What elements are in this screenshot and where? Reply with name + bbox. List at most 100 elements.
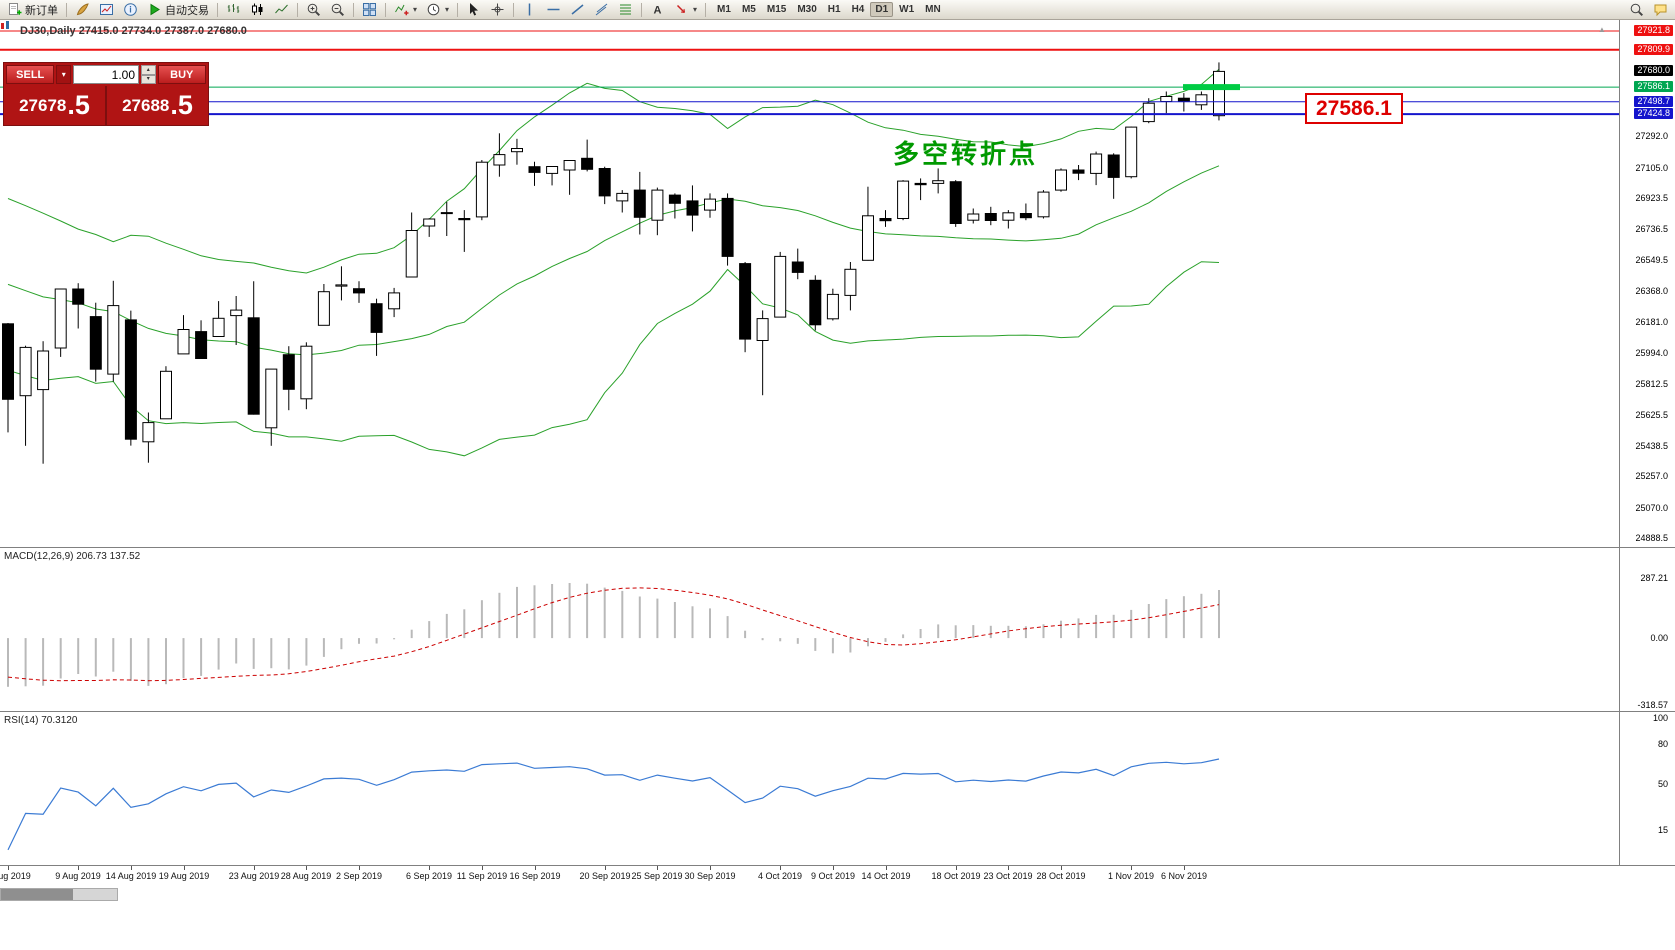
- panel-separator[interactable]: [0, 711, 1675, 712]
- chart-title: DJ30,Daily 27415.0 27734.0 27387.0 27680…: [20, 25, 247, 37]
- volume-dropdown-button[interactable]: ▾: [56, 65, 72, 84]
- price-scale-label: 24888.5: [1635, 533, 1668, 543]
- chat-button[interactable]: [1649, 0, 1672, 19]
- date-tick: [429, 866, 430, 870]
- zoom-out-button[interactable]: [326, 0, 349, 19]
- macd-chart[interactable]: [0, 548, 1620, 711]
- arrows-tool-button[interactable]: ▾: [670, 0, 701, 19]
- date-tick: [8, 866, 9, 870]
- toolbar-separator: [457, 2, 459, 17]
- zoom-in-icon: [307, 3, 321, 17]
- price-scale-label: 25070.0: [1635, 503, 1668, 513]
- info-button[interactable]: i: [119, 0, 142, 19]
- rsi-label: RSI(14) 70.3120: [4, 715, 78, 726]
- sell-button[interactable]: SELL: [6, 65, 55, 84]
- price-scale-label: 25625.5: [1635, 410, 1668, 420]
- date-label: 9 Oct 2019: [810, 871, 856, 881]
- sell-price-main: 27678: [19, 95, 67, 115]
- fibonacci-tool-button[interactable]: [614, 0, 637, 19]
- indicators-button[interactable]: ▾: [390, 0, 421, 19]
- toolbar-separator: [217, 2, 218, 17]
- bar-chart-button[interactable]: [222, 0, 245, 19]
- autotrade-button[interactable]: 自动交易: [143, 0, 213, 19]
- timeframe-button-M15[interactable]: M15: [766, 4, 787, 15]
- one-click-trading-panel: SELL ▾ ▴ ▾ BUY 27678 .5 27688 .5: [3, 62, 209, 126]
- rsi-panel[interactable]: RSI(14) 70.3120 100 80 50 15: [0, 712, 1675, 865]
- horizontal-scrollbar[interactable]: [0, 888, 118, 901]
- timeframe-button-M1[interactable]: M1: [717, 4, 731, 15]
- new-order-label: 新订单: [25, 4, 58, 17]
- quill-icon: [76, 3, 89, 16]
- cursor-tool-button[interactable]: [462, 0, 485, 19]
- date-label: 9 Aug 2019: [55, 871, 101, 881]
- rsi-scale-label: 100: [1652, 713, 1668, 723]
- date-label: 19 Aug 2019: [158, 871, 210, 881]
- search-button[interactable]: [1625, 0, 1648, 19]
- hline-price-tag: 27424.8: [1634, 108, 1673, 119]
- zoom-in-button[interactable]: [302, 0, 325, 19]
- price-scale-label: 25257.0: [1635, 471, 1668, 481]
- date-label: 11 Sep 2019: [456, 871, 508, 881]
- price-scale-label: 25438.5: [1635, 441, 1668, 451]
- tile-windows-button[interactable]: [358, 0, 381, 19]
- timeframe-button-M5[interactable]: M5: [741, 4, 756, 15]
- clock-icon: [427, 3, 440, 16]
- timeframe-button-W1[interactable]: W1: [899, 4, 915, 15]
- channel-tool-button[interactable]: [590, 0, 613, 19]
- volume-input[interactable]: [73, 65, 140, 84]
- fibonacci-icon: [620, 4, 632, 15]
- bottom-strip: [0, 886, 1675, 950]
- price-divider: [105, 86, 107, 125]
- timeframe-button-D1[interactable]: D1: [870, 2, 894, 17]
- rsi-scale[interactable]: 100 80 50 15: [1619, 712, 1675, 865]
- line-chart-button[interactable]: [270, 0, 293, 19]
- timeframe-button-H1[interactable]: H1: [827, 4, 841, 15]
- date-tick: [184, 866, 185, 870]
- toolbar: 新订单 i 自动交易: [0, 0, 1675, 20]
- hline-price-tag: 27498.7: [1634, 96, 1673, 107]
- date-label: 30 Sep 2019: [684, 871, 736, 881]
- text-tool-button[interactable]: A: [646, 0, 669, 19]
- price-scale[interactable]: 27292.0 27105.0 26923.5 26736.5 26549.5 26368…: [1619, 20, 1675, 547]
- main-chart-panel[interactable]: DJ30,Daily 27415.0 27734.0 27387.0 27680…: [0, 20, 1675, 547]
- timeframe-button-MN[interactable]: MN: [925, 4, 941, 15]
- buy-price[interactable]: 27688 .5: [107, 86, 208, 125]
- timeframe-button-H4[interactable]: H4: [851, 4, 865, 15]
- candlestick-chart-button[interactable]: [246, 0, 269, 19]
- toolbar-separator: [297, 2, 298, 17]
- scrollbar-thumb[interactable]: [1, 889, 73, 900]
- chart-profile-button[interactable]: [71, 0, 94, 19]
- rsi-scale-label: 80: [1657, 739, 1668, 749]
- volume-up-button[interactable]: ▴: [141, 65, 156, 75]
- date-tick: [131, 866, 132, 870]
- trendline-tool-button[interactable]: [566, 0, 589, 19]
- date-label: 1 Nov 2019: [1107, 871, 1155, 881]
- horizontal-line-tool-button[interactable]: [542, 0, 565, 19]
- vertical-line-tool-button[interactable]: [518, 0, 541, 19]
- macd-scale[interactable]: 287.21 0.00 -318.57: [1619, 548, 1675, 711]
- periods-button[interactable]: ▾: [422, 0, 453, 19]
- scroll-up-arrow[interactable]: ▲: [1598, 25, 1606, 34]
- one-click-controls: SELL ▾ ▴ ▾ BUY: [4, 63, 208, 86]
- new-order-button[interactable]: 新订单: [3, 0, 62, 19]
- market-watch-button[interactable]: [95, 0, 118, 19]
- rsi-chart[interactable]: [0, 712, 1620, 865]
- price-scale-label: 26368.0: [1635, 286, 1668, 296]
- macd-scale-label: 0.00: [1650, 633, 1668, 643]
- candlestick-icon: [252, 3, 263, 15]
- panel-separator[interactable]: [0, 547, 1675, 548]
- date-tick: [1131, 866, 1132, 870]
- buy-button[interactable]: BUY: [157, 65, 206, 84]
- date-tick: [657, 866, 658, 870]
- timeframe-button-M30[interactable]: M30: [797, 4, 817, 15]
- price-callout[interactable]: 27586.1: [1305, 93, 1403, 124]
- sell-price[interactable]: 27678 .5: [4, 86, 105, 125]
- volume-down-button[interactable]: ▾: [141, 74, 156, 84]
- macd-panel[interactable]: MACD(12,26,9) 206.73 137.52 287.21 0.00 -3…: [0, 548, 1675, 711]
- autotrade-play-icon: [150, 3, 160, 16]
- chart-annotation[interactable]: 多空转折点: [893, 139, 1039, 169]
- date-tick: [254, 866, 255, 870]
- crosshair-tool-button[interactable]: [486, 0, 509, 19]
- vertical-line-icon: [528, 3, 531, 16]
